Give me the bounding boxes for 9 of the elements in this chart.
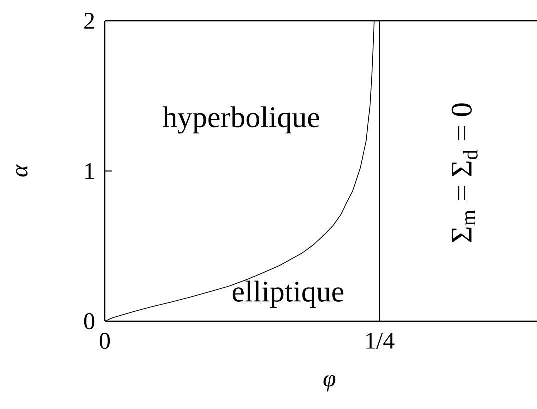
- y-tick-label: 1: [86, 163, 94, 180]
- x-axis-title: φ: [324, 375, 336, 392]
- x-tick-label: 1/4: [366, 333, 395, 350]
- y-tick-label: 0: [84, 313, 95, 330]
- y-axis-title: α: [16, 164, 28, 177]
- annotation: hyperbolique: [162, 106, 320, 134]
- y-tick-label: 2: [84, 13, 94, 29]
- annotation: Σ$_{m}$ = Σ$_{d}$ = 0: [452, 104, 478, 242]
- annotation: elliptique: [232, 280, 344, 308]
